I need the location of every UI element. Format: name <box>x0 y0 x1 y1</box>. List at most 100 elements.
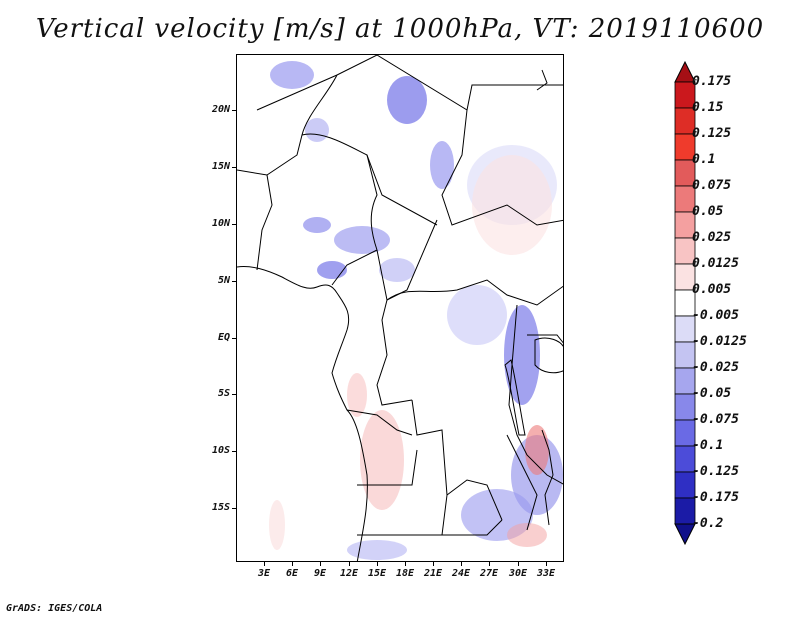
rising-patch <box>317 261 347 279</box>
coastline <box>237 266 368 561</box>
border <box>366 154 438 226</box>
lat-label-10n: 10N <box>211 218 230 229</box>
lat-tick <box>232 167 236 168</box>
colorbar-level-label: -0.025 <box>692 360 739 375</box>
border <box>376 299 413 406</box>
colorbar-level-label: 0.1 <box>692 152 716 167</box>
lat-tick <box>232 110 236 111</box>
rising-patch <box>379 258 415 282</box>
border <box>346 409 413 436</box>
colorbar-level-label: 0.0125 <box>692 256 739 271</box>
sinking-patch <box>347 373 367 417</box>
lon-label-6e: 6E <box>285 568 299 579</box>
lat-label-15s: 15S <box>211 502 230 513</box>
border <box>256 174 273 271</box>
colorbar-bottom-arrow <box>674 523 696 546</box>
lon-tick <box>433 562 434 566</box>
rising-patch <box>387 76 427 124</box>
map-panel <box>236 54 564 562</box>
sinking-patch <box>360 410 404 510</box>
colorbar <box>674 60 696 546</box>
lon-label-9e: 9E <box>313 568 327 579</box>
colorbar-level-label: 0.175 <box>692 74 732 89</box>
lat-label-10s: 10S <box>211 445 230 456</box>
rising-patch <box>347 540 407 560</box>
border <box>446 479 503 521</box>
border <box>386 279 563 306</box>
colorbar-level-label: -0.2 <box>692 516 724 531</box>
rising-patch <box>447 285 507 345</box>
lon-tick <box>320 562 321 566</box>
map-canvas <box>237 55 563 561</box>
rising-patch <box>504 305 540 405</box>
lat-label-5s: 5S <box>217 388 230 399</box>
lat-label-5n: 5N <box>217 275 230 286</box>
border <box>466 84 563 111</box>
lon-label-12e: 12E <box>339 568 359 579</box>
border <box>527 334 563 344</box>
sinking-patch <box>269 500 285 550</box>
rising-patch <box>270 61 314 89</box>
lat-label-20n: 20N <box>211 104 230 115</box>
sinking-patch <box>525 425 549 475</box>
field-shading <box>269 61 563 560</box>
border <box>376 219 438 301</box>
border <box>376 55 563 226</box>
lon-tick <box>518 562 519 566</box>
lon-tick <box>377 562 378 566</box>
plot-title: Vertical velocity [m/s] at 1000hPa, VT: … <box>35 14 765 44</box>
lat-label-eq: EQ <box>217 332 230 343</box>
lat-tick <box>232 508 236 509</box>
lon-tick <box>405 562 406 566</box>
lat-tick <box>232 281 236 282</box>
lon-tick <box>349 562 350 566</box>
colorbar-level-label: -0.05 <box>692 386 732 401</box>
lat-label-15n: 15N <box>211 161 230 172</box>
lon-label-30e: 30E <box>508 568 528 579</box>
colorbar-level-label: -0.075 <box>692 412 739 427</box>
colorbar-level-label: 0.025 <box>692 230 732 245</box>
lon-label-21e: 21E <box>423 568 443 579</box>
rising-patch <box>430 141 454 189</box>
lat-tick <box>232 451 236 452</box>
lat-tick <box>232 224 236 225</box>
border <box>331 249 378 286</box>
colorbar-level-label: 0.075 <box>692 178 732 193</box>
border <box>237 74 338 176</box>
lon-tick <box>264 562 265 566</box>
colorbar-level-label: -0.0125 <box>692 334 747 349</box>
colorbar-level-label: -0.175 <box>692 490 739 505</box>
sinking-patch <box>507 523 547 547</box>
rising-patch <box>334 226 390 254</box>
lon-tick <box>292 562 293 566</box>
lon-tick <box>489 562 490 566</box>
lon-label-3e: 3E <box>257 568 271 579</box>
colorbar-level-label: -0.1 <box>692 438 724 453</box>
colorbar-level-label: -0.005 <box>692 308 739 323</box>
border <box>357 449 418 486</box>
lon-label-18e: 18E <box>395 568 415 579</box>
border <box>506 434 538 531</box>
colorbar-level-label: 0.005 <box>692 282 732 297</box>
lake-outline <box>536 69 548 91</box>
lat-tick <box>232 394 236 395</box>
lake-outline <box>541 429 554 526</box>
colorbar-level-label: 0.05 <box>692 204 724 219</box>
rising-patch <box>303 217 331 233</box>
colorbar-level-label: 0.15 <box>692 100 724 115</box>
lake-outline <box>534 337 563 374</box>
lake-outline <box>504 359 526 436</box>
sinking-patch <box>472 155 552 255</box>
colorbar-level-label: -0.125 <box>692 464 739 479</box>
lon-tick <box>461 562 462 566</box>
lon-label-15e: 15E <box>367 568 387 579</box>
lon-label-24e: 24E <box>451 568 471 579</box>
lat-tick <box>232 338 236 339</box>
lon-label-27e: 27E <box>479 568 499 579</box>
colorbar-level-label: 0.125 <box>692 126 732 141</box>
coastlines-and-borders <box>237 55 563 561</box>
rising-patch <box>305 118 329 142</box>
lon-tick <box>546 562 547 566</box>
lon-label-33e: 33E <box>536 568 556 579</box>
grads-credit: GrADS: IGES/COLA <box>6 603 103 614</box>
